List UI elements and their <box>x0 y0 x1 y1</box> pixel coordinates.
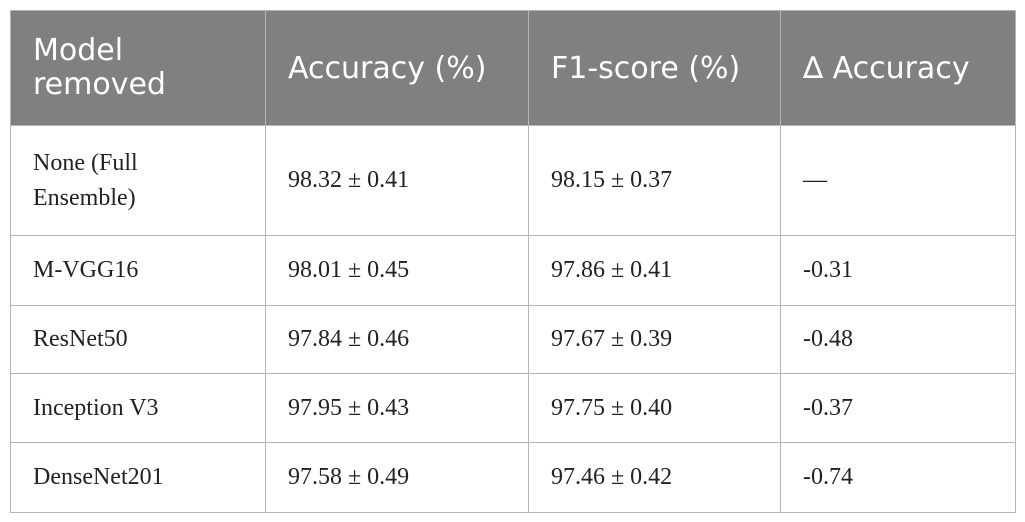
header-cell: Model removed <box>10 10 266 126</box>
table-cell: -0.37 <box>780 373 1016 443</box>
table-cell-text: — <box>803 167 827 194</box>
table-cell: ResNet50 <box>10 305 266 374</box>
table-cell-text: -0.74 <box>803 464 853 491</box>
table-cell-text: 98.32 ± 0.41 <box>288 167 410 194</box>
table-cell: -0.74 <box>780 442 1016 513</box>
table-row: ResNet50 97.84 ± 0.46 97.67 ± 0.39 -0.48 <box>10 305 1016 374</box>
table-cell-text: 98.01 ± 0.45 <box>288 257 410 284</box>
table-cell: 97.58 ± 0.49 <box>265 442 529 513</box>
table-cell: -0.48 <box>780 305 1016 374</box>
table-cell: 97.84 ± 0.46 <box>265 305 529 374</box>
table-cell-text: 97.86 ± 0.41 <box>551 257 673 284</box>
results-table: Model removed Accuracy (%) F1-score (%) ∆ A… <box>10 10 1016 513</box>
table-cell: 98.32 ± 0.41 <box>265 125 529 236</box>
table-cell-text: DenseNet201 <box>33 464 164 491</box>
table-cell: None (Full Ensemble) <box>10 125 266 236</box>
header-cell: F1-score (%) <box>528 10 781 126</box>
header-cell-text: ∆ Accuracy <box>803 50 970 86</box>
table-cell-text: -0.31 <box>803 257 853 284</box>
header-cell-text: F1-score (%) <box>551 50 741 86</box>
table-row: None (Full Ensemble) 98.32 ± 0.41 98.15 ± … <box>10 125 1016 236</box>
table-cell: 97.75 ± 0.40 <box>528 373 781 443</box>
table-cell-text: 97.95 ± 0.43 <box>288 394 410 421</box>
table-cell: 98.15 ± 0.37 <box>528 125 781 236</box>
table-cell-text: 97.46 ± 0.42 <box>551 464 673 491</box>
table-cell-text: 97.84 ± 0.46 <box>288 326 410 353</box>
table-cell: -0.31 <box>780 235 1016 306</box>
table-cell: 97.86 ± 0.41 <box>528 235 781 306</box>
table-cell-text: ResNet50 <box>33 326 128 353</box>
table-cell-text: Inception V3 <box>33 394 159 421</box>
table-row: M-VGG16 98.01 ± 0.45 97.86 ± 0.41 -0.31 <box>10 235 1016 306</box>
table-cell-text: M-VGG16 <box>33 257 139 284</box>
table-row: DenseNet201 97.58 ± 0.49 97.46 ± 0.42 -0.74 <box>10 442 1016 513</box>
table-cell-text: 97.67 ± 0.39 <box>551 326 673 353</box>
header-cell-text: Accuracy (%) <box>288 50 487 86</box>
table-row: Inception V3 97.95 ± 0.43 97.75 ± 0.40 -0.3… <box>10 373 1016 443</box>
table-cell-text: 97.58 ± 0.49 <box>288 464 410 491</box>
table-cell: — <box>780 125 1016 236</box>
table-cell: M-VGG16 <box>10 235 266 306</box>
table-cell: 97.95 ± 0.43 <box>265 373 529 443</box>
table-cell: 97.46 ± 0.42 <box>528 442 781 513</box>
header-cell-text: Model removed <box>33 32 166 102</box>
table-body: None (Full Ensemble) 98.32 ± 0.41 98.15 ± … <box>10 125 1016 513</box>
table-cell-text: 97.75 ± 0.40 <box>551 394 673 421</box>
table-cell: 98.01 ± 0.45 <box>265 235 529 306</box>
header-cell: ∆ Accuracy <box>780 10 1016 126</box>
table-cell-text: -0.48 <box>803 326 853 353</box>
header-cell: Accuracy (%) <box>265 10 529 126</box>
header-row: Model removed Accuracy (%) F1-score (%) ∆ A… <box>10 10 1016 126</box>
table-cell: 97.67 ± 0.39 <box>528 305 781 374</box>
table-cell: Inception V3 <box>10 373 266 443</box>
table-cell-text: -0.37 <box>803 394 853 421</box>
table-cell-text: None (Full Ensemble) <box>33 149 138 211</box>
table-cell-text: 98.15 ± 0.37 <box>551 167 673 194</box>
table-cell: DenseNet201 <box>10 442 266 513</box>
